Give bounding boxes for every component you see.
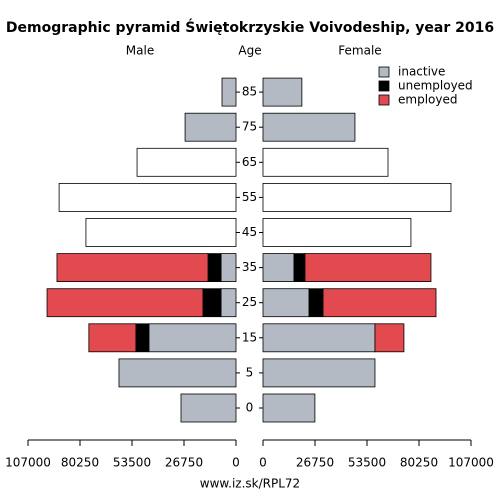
bar [58, 182, 237, 212]
legend-label: unemployed [398, 79, 473, 93]
age-label: 25 [242, 295, 257, 309]
bar [221, 77, 237, 107]
legend-swatch [378, 80, 390, 92]
age-label: 15 [242, 330, 257, 344]
bar [262, 218, 412, 247]
legend-label: inactive [398, 65, 445, 79]
bar [184, 112, 237, 142]
age-label: 45 [242, 225, 257, 239]
x-tick-label-left: 53500 [113, 456, 151, 470]
bar [374, 323, 405, 353]
bar [136, 147, 237, 177]
bar [262, 182, 452, 212]
bar [262, 147, 389, 177]
bar [322, 288, 437, 318]
bar [46, 288, 204, 318]
bar [135, 323, 150, 353]
bar [262, 112, 356, 142]
bar [262, 288, 310, 318]
x-tick-label-right: 80250 [400, 456, 438, 470]
x-tick-label-right: 53500 [348, 456, 386, 470]
chart-title: Demographic pyramid Świętokrzyskie Voivo… [6, 18, 494, 36]
bar [148, 323, 237, 353]
bar [308, 288, 324, 318]
age-label: 0 [246, 401, 254, 415]
bar [207, 253, 222, 283]
bar [262, 323, 376, 353]
female-label: Female [338, 44, 381, 58]
x-tick-label-left: 80250 [61, 456, 99, 470]
age-label: 35 [242, 260, 257, 274]
bar [262, 358, 376, 388]
bar [56, 253, 209, 283]
x-tick-label-right: 0 [259, 456, 267, 470]
x-tick-label-left: 0 [232, 456, 240, 470]
age-label: 65 [242, 155, 257, 169]
bar [262, 253, 295, 283]
bar [304, 253, 432, 283]
legend-swatch [378, 66, 390, 78]
bar [118, 358, 237, 388]
age-label: 85 [242, 85, 257, 99]
legend-swatch [378, 94, 390, 106]
age-label: 55 [242, 190, 257, 204]
source: www.iz.sk/RPL72 [200, 477, 300, 491]
bar [202, 288, 222, 318]
x-tick-label-left: 107000 [5, 456, 51, 470]
bar [220, 253, 237, 283]
bar [220, 288, 237, 318]
male-label: Male [126, 44, 154, 58]
age-label: 75 [242, 120, 257, 134]
bar [262, 77, 303, 107]
bar [262, 393, 316, 423]
age-label: Age [238, 44, 261, 58]
bar [88, 323, 137, 353]
bar [180, 393, 237, 423]
age-label: 5 [246, 365, 254, 379]
x-tick-label-right: 26750 [296, 456, 334, 470]
bar [293, 253, 306, 283]
bar [85, 218, 237, 247]
legend-label: employed [398, 93, 457, 107]
x-tick-label-left: 26750 [165, 456, 203, 470]
x-tick-label-right: 107000 [448, 456, 494, 470]
